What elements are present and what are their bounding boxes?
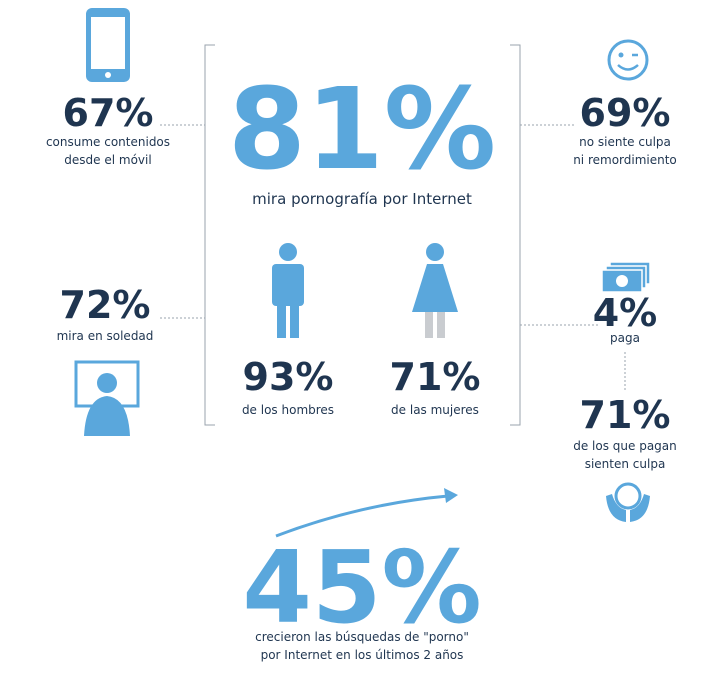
woman-icon [412,243,458,338]
smiley-icon [607,39,649,81]
stat-value: 67% [63,91,154,135]
stat-value: 71% [580,393,671,437]
money-icon [601,261,651,293]
stat-value: 71% [390,355,481,399]
hands-icon [606,482,650,522]
footer-label: por Internet en los últimos 2 años [261,648,464,662]
stat-label: no siente culpa [579,135,671,149]
headline-label: mira pornografía por Internet [252,190,472,208]
footer-value: 45% [242,529,481,646]
stat-label: sienten culpa [585,457,666,471]
computer-icon [74,360,140,436]
stat-value: 93% [243,355,334,399]
stat-value: 4% [593,291,658,335]
stat-label: consume contenidos [46,135,170,149]
stat-value: 72% [60,283,151,327]
stat-label: desde el móvil [64,153,151,167]
headline-value: 81% [228,65,496,195]
stat-value: 69% [580,91,671,135]
stat-label: ni remordimiento [573,153,677,167]
stat-label: de los que pagan [573,439,677,453]
phone-icon [86,8,130,82]
stat-label: mira en soledad [57,329,154,343]
stat-label: de las mujeres [391,403,479,417]
frame [160,44,626,426]
man-icon [272,243,304,338]
stat-label: de los hombres [242,403,334,417]
stat-label: paga [610,331,640,345]
trend-arrow [275,488,458,538]
footer-label: crecieron las búsquedas de "porno" [255,630,469,644]
